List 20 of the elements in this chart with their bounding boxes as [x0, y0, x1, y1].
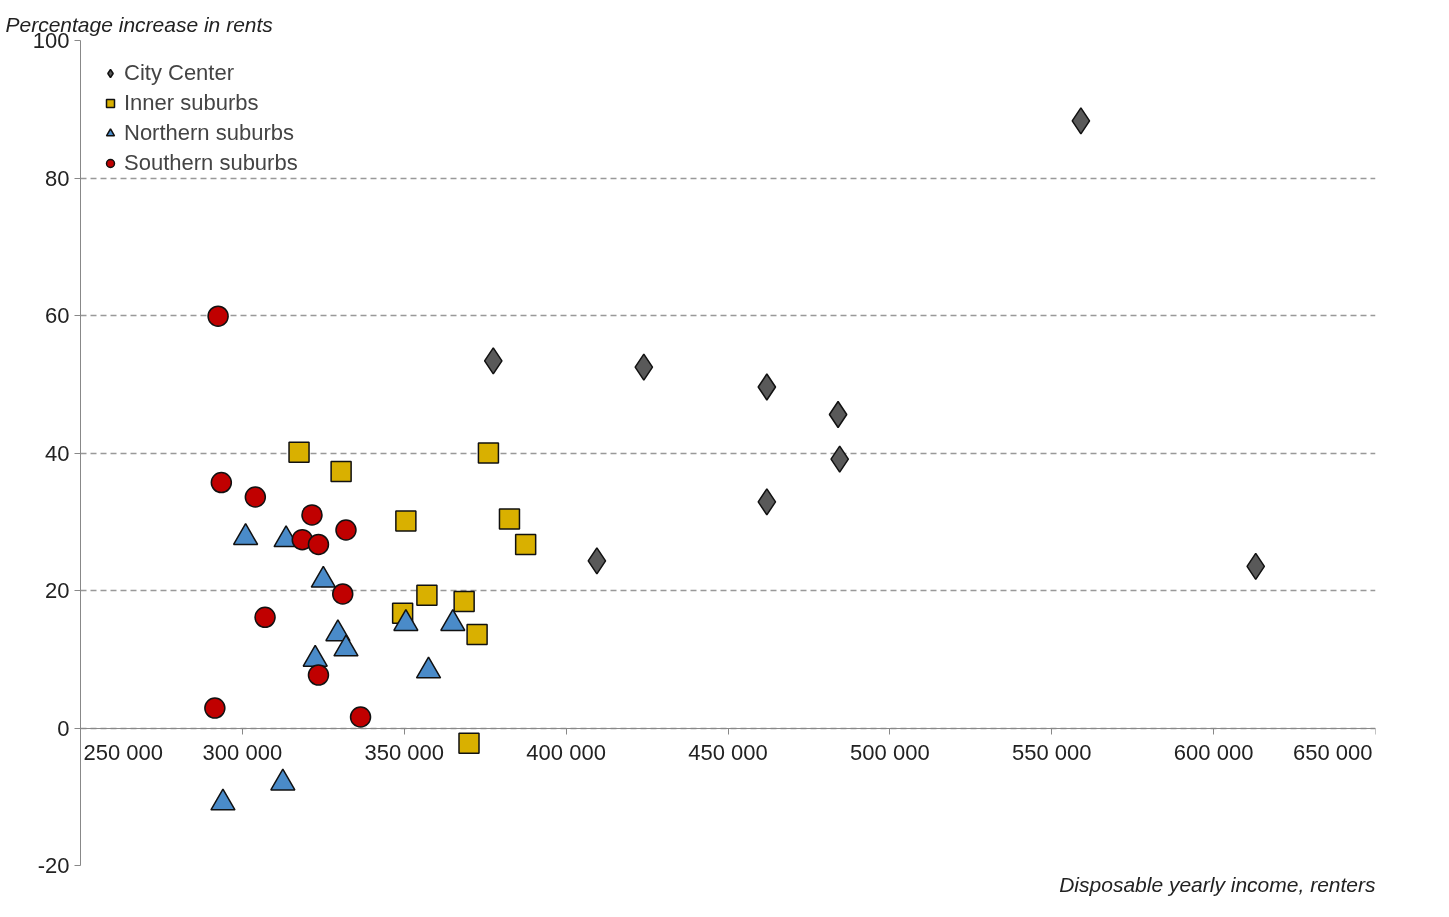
y-tick-label: 40: [45, 440, 70, 466]
y-tick-label: 20: [45, 578, 70, 603]
x-tick-label: 400 000: [526, 740, 606, 765]
legend-label: Northern suburbs: [124, 120, 294, 146]
legend-label: Southern suburbs: [124, 150, 298, 176]
legend-label: City Center: [124, 60, 235, 86]
x-tick-label: 350 000: [364, 740, 445, 765]
x-tick-label: 550 000: [1011, 740, 1092, 765]
y-tick-label: -20: [37, 853, 70, 878]
x-tick-label: 500 000: [850, 740, 930, 765]
x-axis-title: Disposable yearly income, renters: [1059, 872, 1376, 896]
x-tick-label: 250 000: [83, 740, 164, 765]
x-tick-label: 600 000: [1173, 740, 1254, 765]
x-tick-label: 300 000: [202, 740, 283, 765]
x-tick-label: 650 000: [1292, 740, 1373, 765]
x-tick-label: 450 000: [688, 740, 768, 765]
y-tick-label: 0: [57, 715, 70, 741]
y-tick-label: 80: [45, 165, 70, 191]
y-tick-label: 60: [45, 303, 70, 328]
legend-label: Inner suburbs: [124, 90, 259, 116]
